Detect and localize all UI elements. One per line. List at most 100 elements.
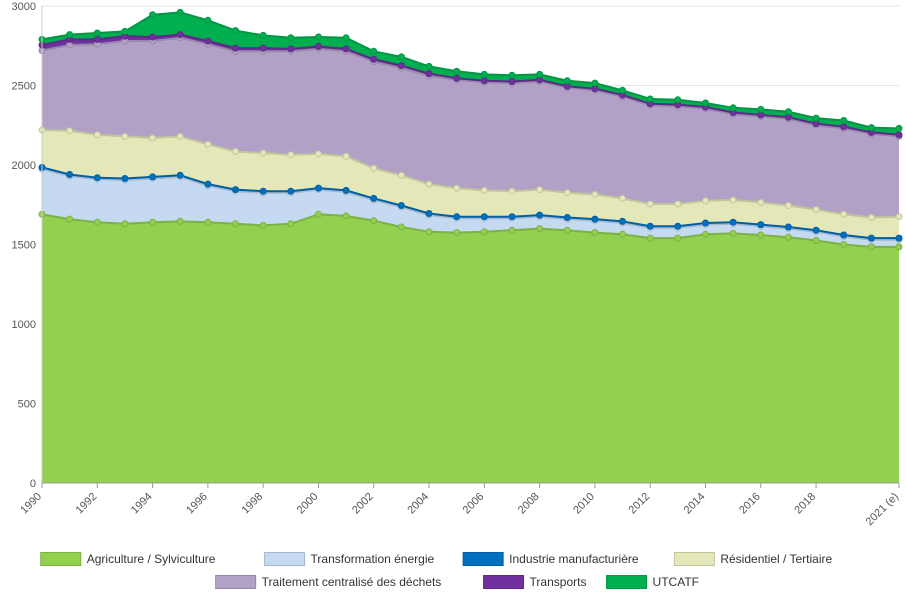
data-point bbox=[895, 243, 903, 251]
data-point bbox=[287, 45, 295, 53]
x-tick-label: 1994 bbox=[129, 491, 155, 517]
data-point bbox=[895, 131, 903, 139]
series-line bbox=[41, 11, 900, 130]
data-point bbox=[536, 225, 544, 233]
data-point bbox=[646, 200, 654, 208]
data-point bbox=[287, 34, 295, 42]
data-point bbox=[149, 218, 157, 226]
data-point bbox=[397, 223, 405, 231]
data-point bbox=[232, 27, 239, 35]
data-point bbox=[480, 77, 488, 85]
data-point bbox=[149, 173, 157, 181]
series-line bbox=[41, 36, 900, 138]
legend-label: Résidentiel / Tertiaire bbox=[720, 552, 832, 566]
data-point bbox=[121, 27, 129, 35]
data-point bbox=[397, 53, 405, 61]
data-point bbox=[840, 231, 848, 239]
data-point bbox=[784, 223, 792, 231]
data-point bbox=[702, 219, 709, 227]
data-point bbox=[204, 180, 212, 188]
legend-swatch bbox=[264, 552, 306, 566]
data-point bbox=[149, 33, 157, 41]
legend-item: UTCATF bbox=[606, 575, 699, 589]
x-tick-label: 2000 bbox=[295, 491, 321, 517]
data-point bbox=[729, 104, 737, 112]
data-point bbox=[342, 45, 350, 53]
legend-label: UTCATF bbox=[653, 575, 699, 589]
x-tick-label: 1992 bbox=[74, 491, 100, 517]
data-point bbox=[121, 175, 129, 182]
plot-lines bbox=[41, 11, 900, 248]
x-axis: 1990 1992 1994 1996 1998 2000 2002 2004 2006 2008… bbox=[18, 482, 901, 528]
data-point bbox=[93, 174, 101, 182]
data-point bbox=[370, 55, 378, 63]
y-tick-label: 1500 bbox=[12, 240, 36, 252]
data-point bbox=[619, 86, 626, 94]
data-point bbox=[508, 226, 516, 234]
data-point bbox=[425, 180, 433, 188]
data-point bbox=[149, 134, 157, 142]
data-point bbox=[66, 127, 74, 135]
data-point bbox=[563, 82, 571, 90]
series-line bbox=[41, 129, 900, 219]
x-tick-label: 2002 bbox=[350, 491, 376, 517]
data-point bbox=[259, 187, 267, 195]
data-point bbox=[536, 211, 544, 219]
data-point bbox=[784, 113, 792, 121]
data-point bbox=[536, 186, 544, 194]
data-point bbox=[315, 33, 322, 41]
legend-item: Traitement centralisé des déchets bbox=[215, 575, 441, 589]
data-point bbox=[287, 220, 295, 228]
legend-label: Transports bbox=[530, 575, 587, 589]
data-point bbox=[93, 131, 101, 139]
data-point bbox=[757, 221, 765, 229]
data-point bbox=[536, 70, 544, 78]
data-point bbox=[757, 198, 765, 206]
data-point bbox=[121, 220, 129, 228]
data-point bbox=[453, 184, 461, 192]
y-tick-label: 500 bbox=[18, 399, 36, 411]
data-point bbox=[867, 243, 875, 251]
data-point bbox=[204, 218, 212, 226]
y-axis: 0 500 1000 1500 2000 2500 3000 bbox=[12, 1, 43, 490]
series-line bbox=[41, 213, 899, 248]
y-tick-label: 2500 bbox=[12, 81, 36, 93]
data-point bbox=[93, 35, 101, 43]
data-point bbox=[315, 150, 322, 158]
legend-label: Industrie manufacturière bbox=[509, 552, 639, 566]
data-point bbox=[315, 210, 322, 218]
data-point bbox=[315, 184, 322, 192]
data-point bbox=[784, 108, 792, 116]
data-point bbox=[176, 171, 184, 179]
data-point bbox=[895, 213, 903, 221]
data-point bbox=[812, 206, 820, 213]
data-point bbox=[480, 213, 488, 221]
data-point bbox=[397, 202, 405, 209]
data-point bbox=[591, 190, 599, 198]
data-point bbox=[342, 152, 350, 160]
data-point bbox=[480, 70, 488, 78]
data-point bbox=[425, 228, 433, 236]
data-point bbox=[591, 215, 599, 223]
data-point bbox=[259, 221, 267, 229]
data-point bbox=[342, 186, 350, 194]
area-series bbox=[42, 37, 899, 218]
data-point bbox=[757, 231, 765, 239]
data-point bbox=[757, 105, 765, 113]
data-point bbox=[867, 214, 875, 221]
legend-swatch bbox=[462, 552, 504, 566]
data-point bbox=[259, 44, 267, 52]
data-point bbox=[646, 95, 654, 103]
data-point bbox=[397, 171, 405, 179]
area-series bbox=[42, 214, 899, 484]
data-point bbox=[812, 114, 820, 122]
data-point bbox=[563, 77, 571, 85]
legend-item: Résidentiel / Tertiaire bbox=[673, 552, 833, 566]
data-point bbox=[674, 222, 682, 230]
data-point bbox=[66, 171, 74, 178]
data-point bbox=[508, 78, 516, 85]
x-tick-label: 2016 bbox=[737, 491, 763, 517]
data-point bbox=[66, 215, 74, 223]
data-point bbox=[149, 11, 157, 19]
legend-label: Agriculture / Sylviculture bbox=[87, 552, 216, 566]
